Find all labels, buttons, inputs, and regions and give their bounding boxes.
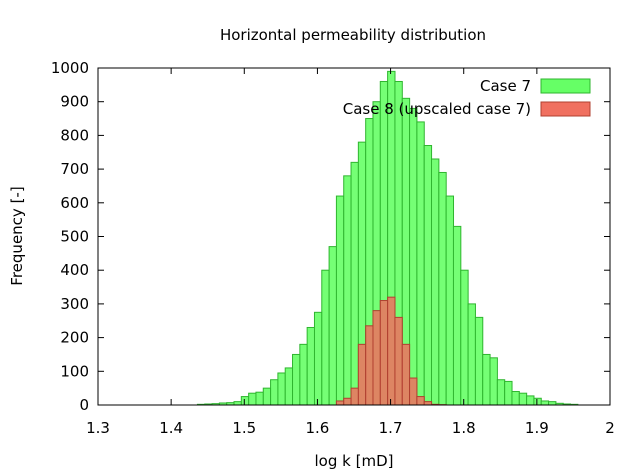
case7-bar [489, 357, 498, 406]
case7-bar [452, 225, 462, 406]
case7-bar [511, 391, 520, 406]
case8-bar [357, 343, 367, 406]
case7-bar [255, 391, 264, 406]
case7-bar [467, 303, 476, 406]
case8-bar [423, 401, 433, 406]
case8-bar [409, 377, 418, 406]
y-tick-label: 200 [60, 329, 89, 347]
y-tick-label: 300 [60, 295, 89, 313]
case7-bar [328, 246, 337, 406]
case8-bar [335, 400, 345, 406]
case8-bar [372, 310, 381, 406]
legend: Case 7 Case 8 (upscaled case 7) [343, 77, 591, 118]
case7-bar [540, 400, 550, 406]
chart-title: Horizontal permeability distribution [220, 26, 486, 44]
case8-bar [394, 316, 403, 406]
case7-bar [313, 311, 323, 406]
y-axis-label: Frequency [-] [8, 186, 26, 285]
case7-bar [526, 395, 535, 406]
x-tick-label: 1.7 [379, 419, 403, 437]
case7-bar [409, 107, 418, 406]
y-tick-label: 900 [60, 93, 89, 111]
case7-bar [496, 379, 506, 406]
case7-bar [306, 326, 316, 406]
y-tick-label: 100 [60, 362, 89, 380]
x-tick-label: 2 [605, 419, 615, 437]
case7-bar [321, 269, 330, 406]
case7-bar [533, 397, 542, 406]
x-tick-label: 1.4 [159, 419, 183, 437]
x-axis: 1.3 1.4 1.5 1.6 1.7 1.8 1.9 2 [86, 68, 615, 437]
y-tick-label: 700 [60, 160, 89, 178]
case7-bar [438, 171, 447, 406]
x-tick-label: 1.3 [86, 419, 110, 437]
case7-bar [335, 195, 345, 406]
y-tick-label: 0 [79, 396, 89, 414]
y-tick-label: 500 [60, 228, 89, 246]
case7-bar [270, 379, 279, 406]
legend-label: Case 8 (upscaled case 7) [343, 100, 531, 118]
x-axis-label: log k [mD] [315, 452, 394, 470]
case7-bar [262, 387, 272, 406]
case7-bar [292, 353, 301, 406]
case7-bar [445, 195, 455, 406]
case7-bar [343, 175, 352, 406]
case8-bar [343, 397, 352, 406]
legend-label: Case 7 [480, 77, 531, 95]
case7-bar [284, 367, 294, 406]
y-tick-label: 400 [60, 261, 89, 279]
case8-bar [416, 396, 425, 406]
case7-bar [518, 392, 528, 406]
case7-bar [240, 396, 250, 406]
case8-bar [350, 387, 359, 406]
case7-bar [277, 372, 286, 406]
legend-swatch [540, 78, 591, 94]
case8-bar [401, 343, 411, 406]
case7-bar [423, 145, 433, 406]
case8-bar [365, 325, 374, 406]
y-tick-label: 800 [60, 126, 89, 144]
case7-bar [350, 161, 359, 406]
x-tick-label: 1.5 [232, 419, 256, 437]
case7-bar [416, 121, 425, 406]
case7-bar [548, 401, 557, 406]
plot-bars [196, 70, 579, 406]
case7-bar [460, 269, 469, 406]
x-tick-label: 1.9 [525, 419, 549, 437]
case7-bar [474, 316, 484, 406]
x-tick-label: 1.8 [452, 419, 476, 437]
case7-bar [233, 401, 242, 406]
y-tick-label: 1000 [51, 59, 89, 77]
case8-bar [387, 296, 396, 406]
case7-bar [482, 353, 491, 406]
case7-bar [504, 380, 513, 406]
x-tick-label: 1.6 [305, 419, 329, 437]
case7-bar [248, 392, 257, 406]
y-axis: 0 100 200 300 400 500 600 700 800 900 1000 [51, 59, 610, 414]
y-tick-label: 600 [60, 194, 89, 212]
case7-bar [430, 158, 440, 406]
case7-bar [299, 343, 308, 406]
case8-bar [379, 300, 389, 406]
legend-swatch [540, 101, 591, 117]
